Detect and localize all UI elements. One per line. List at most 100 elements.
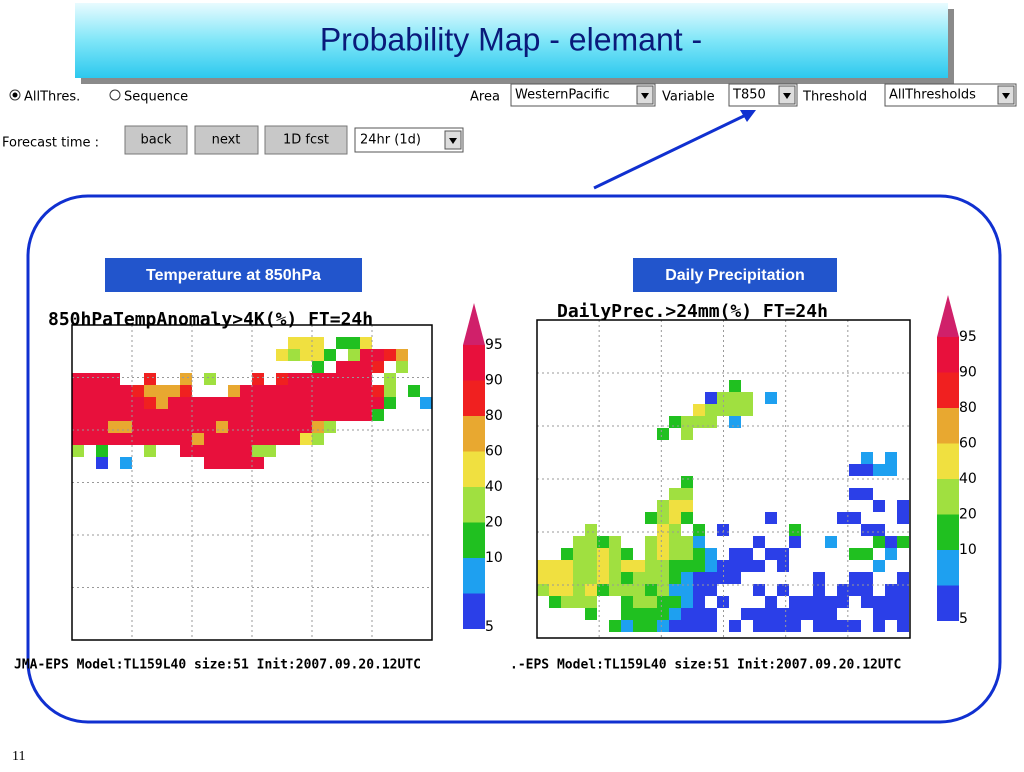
map-cell <box>621 620 633 632</box>
map-cell <box>84 385 96 397</box>
map-cell <box>765 596 777 608</box>
button-label[interactable]: back <box>141 133 172 148</box>
map-cell <box>669 524 681 536</box>
map-cell <box>324 421 336 433</box>
map-cell <box>204 433 216 445</box>
threshold-select[interactable] <box>884 83 1017 107</box>
map-cell <box>252 385 264 397</box>
button-label[interactable]: 1D fcst <box>283 133 329 148</box>
area-select[interactable] <box>510 83 656 107</box>
map-cell <box>585 572 597 584</box>
map-cell <box>633 560 645 572</box>
button[interactable] <box>264 125 348 155</box>
colorbar-segment <box>937 337 959 373</box>
radio-label[interactable]: Sequence <box>124 90 188 105</box>
colorbar-tip <box>937 295 959 337</box>
map-cell <box>573 584 585 596</box>
map-cell <box>825 536 837 548</box>
map-cell <box>324 409 336 421</box>
map-cell <box>384 349 396 361</box>
map-cell <box>549 584 561 596</box>
forecast-select[interactable] <box>354 127 464 153</box>
map-cell <box>729 416 741 428</box>
map-cell <box>348 373 360 385</box>
map-cell <box>873 536 885 548</box>
colorbar-label: 95 <box>959 329 977 345</box>
map-cell <box>669 560 681 572</box>
map-cell <box>132 397 144 409</box>
map-cell <box>252 457 264 469</box>
map-cell <box>72 445 84 457</box>
map-cell <box>729 572 741 584</box>
map-cell <box>873 620 885 632</box>
map-cell <box>681 608 693 620</box>
map-cell <box>897 536 909 548</box>
map-cell <box>585 608 597 620</box>
map-cell <box>609 584 621 596</box>
map-cell <box>288 433 300 445</box>
colorbar-label: 60 <box>959 436 977 452</box>
radio[interactable] <box>109 89 121 101</box>
map-cell <box>300 337 312 349</box>
map-cell <box>789 536 801 548</box>
map-cell <box>336 409 348 421</box>
map-cell <box>300 385 312 397</box>
button-label[interactable]: next <box>212 133 241 148</box>
map-cell <box>657 572 669 584</box>
map-cell <box>897 608 909 620</box>
map-cell <box>609 620 621 632</box>
map-cell <box>645 596 657 608</box>
colorbar-label: 10 <box>485 550 503 566</box>
map-cell <box>384 373 396 385</box>
colorbar-label: 90 <box>959 365 977 381</box>
slide-title: Probability Map - elemant - <box>320 21 702 57</box>
map-cell <box>873 608 885 620</box>
map-cell <box>144 409 156 421</box>
map-cell <box>861 548 873 560</box>
map-cell <box>609 560 621 572</box>
colorbar-segment <box>463 451 485 487</box>
map-cell <box>681 500 693 512</box>
map-cell <box>897 572 909 584</box>
map-cell <box>705 416 717 428</box>
map-cell <box>324 385 336 397</box>
map-cell <box>348 385 360 397</box>
variable-value: T850 <box>732 88 766 103</box>
map-cell <box>633 608 645 620</box>
map-cell <box>288 385 300 397</box>
map-cell <box>336 361 348 373</box>
map-cell <box>240 397 252 409</box>
map-cell <box>873 524 885 536</box>
map-cell <box>609 536 621 548</box>
map-cell <box>645 608 657 620</box>
button[interactable] <box>194 125 259 155</box>
variable-select[interactable] <box>728 83 798 107</box>
map-cell <box>705 392 717 404</box>
map-cell <box>729 380 741 392</box>
map-cell <box>729 620 741 632</box>
map-cell <box>288 421 300 433</box>
map-cell <box>372 397 384 409</box>
map-cell <box>84 373 96 385</box>
colorbar-label: 5 <box>959 611 968 627</box>
map-cell <box>336 337 348 349</box>
colorbar-label: 20 <box>485 515 503 531</box>
map-cell <box>837 596 849 608</box>
map-cell <box>180 409 192 421</box>
map-cell <box>849 620 861 632</box>
map-cell <box>669 608 681 620</box>
map-cell <box>645 512 657 524</box>
radio-label[interactable]: AllThres. <box>24 90 80 105</box>
map-cell <box>288 397 300 409</box>
map-cell <box>384 385 396 397</box>
map-cell <box>252 433 264 445</box>
map-cell <box>300 409 312 421</box>
map-cell <box>180 433 192 445</box>
map-cell <box>789 596 801 608</box>
map-label: Daily Precipitation <box>665 267 805 284</box>
button[interactable] <box>124 125 188 155</box>
map-cell <box>849 584 861 596</box>
map-cell <box>621 572 633 584</box>
map-cell <box>144 373 156 385</box>
map-cell <box>561 560 573 572</box>
